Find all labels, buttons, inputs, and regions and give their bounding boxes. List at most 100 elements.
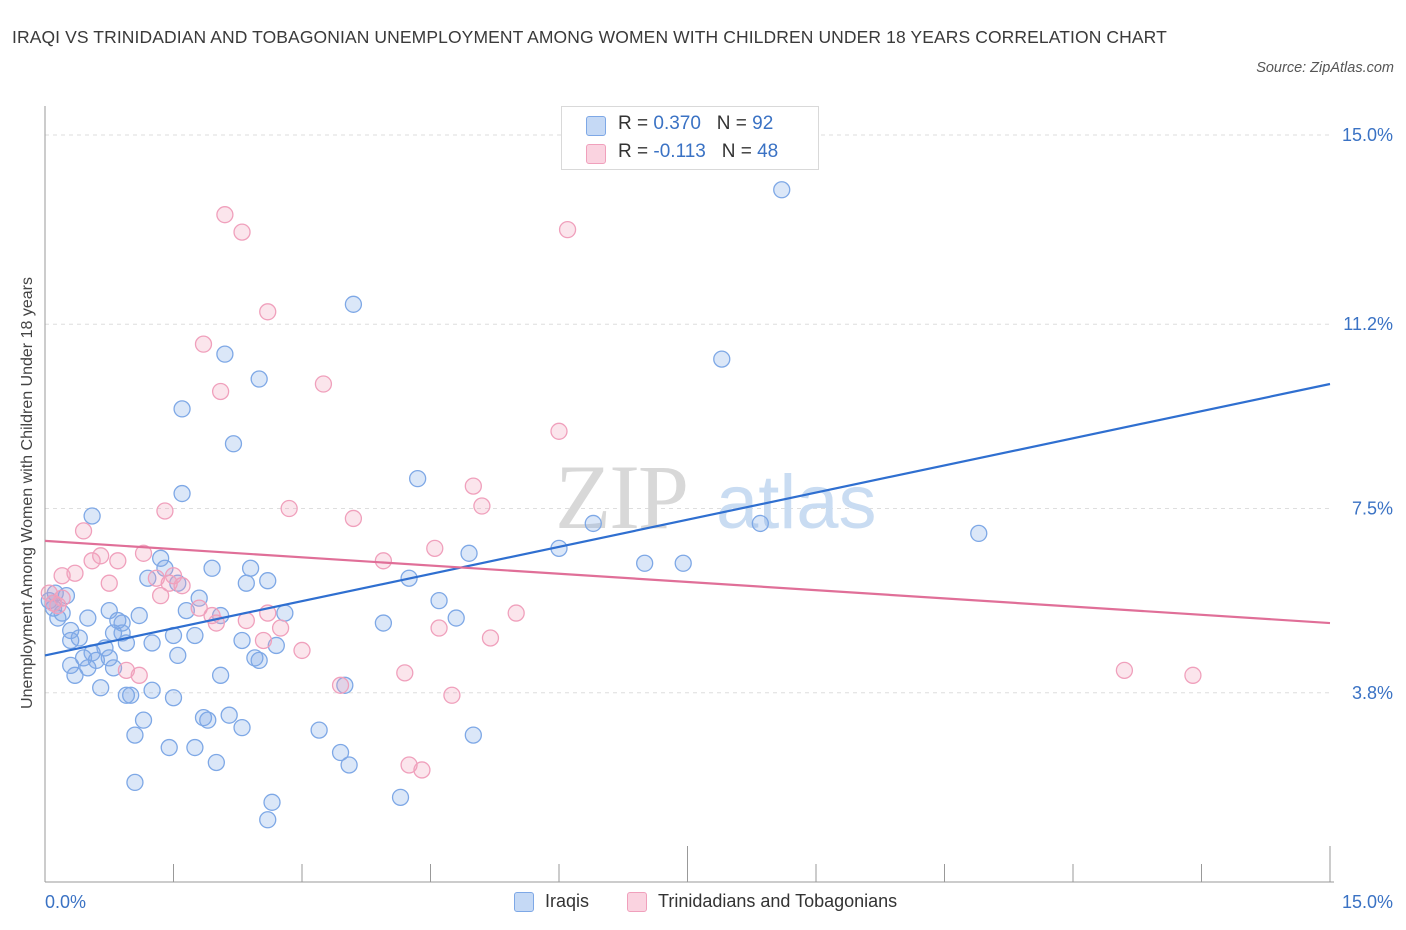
- iraqis-point-13: [79, 609, 97, 627]
- iraqis-point-88: [751, 514, 769, 533]
- iraqis-point-60: [237, 574, 255, 592]
- trinidad-point-31: [271, 619, 290, 637]
- y-tick-label-1: 7.5%: [1352, 499, 1393, 519]
- iraqis-point-17: [92, 679, 110, 697]
- trinidad-point-3: [53, 589, 71, 607]
- trinidad-point-42: [430, 619, 448, 637]
- iraqis-point-40: [164, 689, 183, 707]
- iraqis-point-52: [207, 753, 225, 772]
- bottom-legend-label-trinidad: Trinidadians and Tobagonians: [658, 891, 898, 911]
- iraqis-point-82: [464, 726, 482, 744]
- iraqis-point-55: [216, 345, 234, 363]
- watermark-atlas: atlas: [716, 460, 877, 545]
- iraqis-point-76: [391, 788, 410, 806]
- stats-legend: R = 0.370 N = 92 R = -0.113 N = 48: [561, 106, 819, 170]
- legend-r-value: 0.370: [653, 113, 701, 134]
- iraqis-point-78: [408, 469, 427, 488]
- tick-labels: 3.8% 7.5% 11.2% 15.0% 0.0% 15.0%: [45, 125, 1393, 912]
- trinidad-point-9: [100, 574, 118, 592]
- iraqis-point-19: [100, 649, 118, 667]
- trinidad-point-28: [254, 631, 273, 650]
- iraqis-point-38: [160, 738, 178, 757]
- iraqis-point-24: [113, 614, 131, 632]
- legend-swatch-trinidad: [586, 144, 606, 164]
- bottom-legend-swatch-iraqis: [514, 892, 534, 912]
- iraqis-point-9: [66, 666, 84, 684]
- trinidad-point-44: [464, 477, 482, 495]
- legend-r-label: R =: [618, 141, 649, 162]
- iraqis-point-51: [203, 559, 221, 577]
- iraqis-point-10: [70, 629, 88, 647]
- trinidad-point-34: [314, 375, 333, 393]
- trinidad-point-45: [473, 497, 491, 515]
- iraqis-point-31: [130, 606, 148, 625]
- iraqis-point-8: [62, 656, 80, 675]
- x-tick-label-min: 0.0%: [45, 892, 86, 912]
- iraqis-point-48: [190, 589, 208, 607]
- trinidad-point-48: [558, 220, 577, 239]
- iraqis-point-68: [267, 636, 285, 655]
- iraqis-point-32: [134, 711, 153, 729]
- iraqis-point-14: [83, 507, 101, 525]
- bottom-legend-label-iraqis: Iraqis: [545, 891, 590, 911]
- legend-r-label: R =: [618, 113, 649, 134]
- iraqis-point-73: [340, 756, 358, 774]
- iraqis-point-57: [224, 435, 243, 453]
- chart-title: IRAQI VS TRINIDADIAN AND TOBAGONIAN UNEM…: [12, 27, 1167, 47]
- iraqis-point-21: [104, 659, 123, 677]
- iraqis-point-66: [259, 572, 277, 590]
- trinidad-point-5: [66, 564, 84, 582]
- trinidad-point-25: [216, 206, 234, 224]
- trinidad-point-15: [151, 587, 170, 605]
- iraqis-point-64: [250, 651, 268, 670]
- axes: [44, 106, 1334, 883]
- iraqis-point-30: [126, 773, 144, 792]
- iraqis-point-59: [233, 718, 251, 737]
- iraqis-point-87: [713, 350, 731, 368]
- trinidad-point-24: [211, 382, 230, 401]
- iraqis-trend-line: [44, 382, 1331, 657]
- trinidad-point-19: [173, 577, 191, 595]
- trinidad-trend-line: [44, 539, 1331, 625]
- trinidad-point-6: [74, 522, 93, 540]
- trinidad-point-50: [1115, 661, 1134, 679]
- iraqis-point-74: [344, 295, 363, 313]
- trinidad-point-13: [134, 544, 153, 562]
- y-tick-label-2: 11.2%: [1343, 314, 1393, 334]
- iraqis-point-80: [447, 609, 465, 627]
- trinidad-point-33: [293, 641, 311, 660]
- iraqis-point-41: [169, 646, 187, 665]
- iraqis-point-34: [143, 681, 161, 699]
- source-note: Source: ZipAtlas.com: [1256, 60, 1394, 76]
- legend-n-label: N =: [721, 141, 752, 162]
- iraqis-point-11: [74, 649, 93, 667]
- iraqis-point-81: [460, 544, 478, 562]
- iraqis-point-16: [87, 651, 106, 670]
- trinidad-point-49: [507, 604, 525, 622]
- iraqis-point-72: [336, 676, 354, 694]
- trinidad-point-36: [344, 509, 363, 528]
- iraqis-point-79: [430, 591, 448, 610]
- iraqis-point-35: [143, 634, 161, 652]
- trinidad-point-14: [147, 569, 166, 587]
- iraqis-point-67: [263, 793, 281, 811]
- legend-swatch-iraqis: [586, 116, 606, 136]
- trinidad-point-8: [92, 547, 110, 565]
- iraqis-point-61: [241, 559, 260, 577]
- trinidad-point-43: [443, 686, 461, 704]
- iraqis-point-85: [636, 554, 654, 572]
- iraqis-point-29: [126, 726, 144, 744]
- grid-lines: [45, 134, 1330, 694]
- legend-stats-trinidad: R = -0.113 N = 48: [618, 141, 778, 163]
- trinidad-point-35: [331, 676, 350, 694]
- iraqis-point-71: [331, 743, 350, 762]
- trinidad-point-20: [190, 599, 208, 617]
- trinidad-point-29: [259, 303, 277, 321]
- y-tick-label-0: 3.8%: [1352, 683, 1393, 703]
- trinidad-point-46: [481, 629, 500, 647]
- y-axis-label: Unemployment Among Women with Children U…: [19, 277, 36, 709]
- trend-lines: [44, 382, 1331, 657]
- iraqis-point-63: [250, 370, 268, 388]
- iraqis-point-45: [177, 601, 196, 620]
- watermark: ZIP atlas: [555, 446, 877, 548]
